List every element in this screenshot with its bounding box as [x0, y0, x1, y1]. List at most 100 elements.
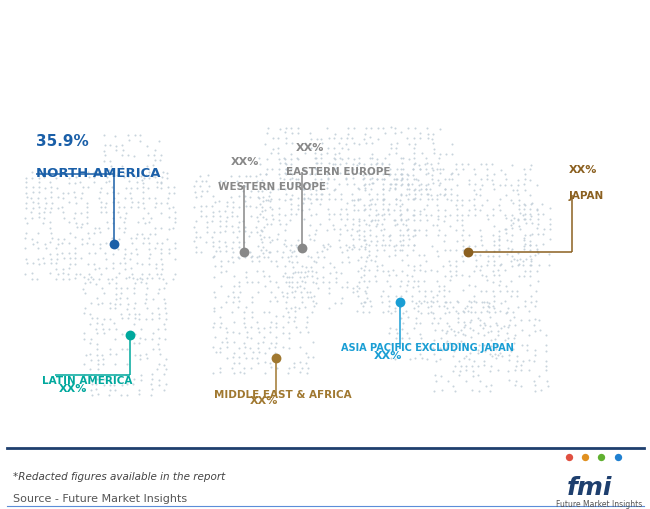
- Point: [417, 150, 427, 158]
- Point: [126, 204, 136, 212]
- Point: [540, 347, 551, 355]
- Point: [324, 196, 334, 204]
- Point: [83, 168, 93, 177]
- Point: [137, 169, 148, 177]
- Point: [525, 237, 535, 245]
- Point: [142, 355, 152, 363]
- Point: [302, 318, 313, 326]
- Point: [215, 319, 226, 327]
- Point: [450, 258, 461, 266]
- Point: [371, 222, 382, 231]
- Point: [254, 155, 264, 163]
- Point: [429, 336, 439, 345]
- Point: [161, 315, 171, 323]
- Point: [300, 304, 310, 312]
- Point: [367, 139, 377, 148]
- Point: [125, 255, 135, 263]
- Point: [540, 362, 551, 370]
- Point: [105, 305, 116, 313]
- Point: [146, 214, 156, 222]
- Point: [428, 309, 439, 317]
- Point: [278, 344, 289, 352]
- Point: [475, 207, 486, 215]
- Point: [454, 367, 465, 375]
- Point: [530, 351, 540, 359]
- Point: [389, 251, 400, 260]
- Point: [214, 247, 225, 256]
- Point: [536, 386, 546, 394]
- Point: [130, 132, 140, 140]
- Point: [451, 227, 462, 235]
- Point: [410, 190, 420, 199]
- Point: [201, 239, 211, 247]
- Point: [395, 237, 405, 245]
- Point: [292, 278, 302, 286]
- Point: [170, 244, 180, 252]
- Point: [322, 171, 333, 179]
- Point: [353, 207, 363, 215]
- Point: [510, 382, 521, 390]
- Point: [258, 182, 268, 190]
- Point: [293, 195, 304, 203]
- Point: [163, 190, 174, 198]
- Point: [40, 199, 51, 207]
- Point: [507, 231, 517, 239]
- Point: [124, 330, 134, 338]
- Point: [144, 230, 155, 238]
- Point: [311, 165, 321, 173]
- Point: [439, 191, 450, 200]
- Point: [486, 362, 496, 370]
- Point: [105, 386, 115, 394]
- Point: [516, 316, 526, 324]
- Point: [509, 339, 519, 347]
- Point: [280, 129, 290, 137]
- Point: [286, 165, 296, 174]
- Point: [287, 278, 297, 287]
- Point: [457, 211, 467, 219]
- Point: [463, 297, 474, 305]
- Point: [323, 304, 333, 312]
- Point: [514, 260, 525, 268]
- Point: [214, 229, 225, 237]
- Point: [520, 210, 530, 218]
- Point: [512, 257, 523, 265]
- Point: [336, 156, 346, 164]
- Point: [300, 268, 310, 276]
- Point: [132, 184, 142, 192]
- Point: [118, 255, 129, 263]
- Point: [465, 298, 476, 306]
- Point: [371, 242, 382, 250]
- Point: [292, 130, 303, 138]
- Point: [105, 351, 115, 359]
- Point: [516, 366, 526, 375]
- Point: [488, 237, 499, 245]
- Point: [161, 355, 171, 363]
- Point: [258, 244, 268, 252]
- Point: [367, 180, 378, 188]
- Point: [222, 344, 233, 352]
- Point: [300, 140, 310, 148]
- Point: [129, 340, 139, 348]
- Point: [116, 346, 127, 354]
- Point: [451, 307, 462, 315]
- Point: [233, 293, 243, 301]
- Point: [471, 262, 481, 270]
- Point: [398, 166, 408, 174]
- Point: [273, 186, 283, 194]
- Point: [222, 202, 232, 210]
- Point: [124, 178, 134, 186]
- Point: [82, 240, 92, 248]
- Point: [379, 176, 389, 184]
- Point: [221, 248, 231, 256]
- Point: [57, 204, 68, 212]
- Point: [289, 359, 300, 367]
- Point: [268, 146, 278, 154]
- Point: [286, 252, 296, 261]
- Point: [51, 260, 62, 268]
- Point: [97, 299, 107, 307]
- Point: [439, 298, 450, 306]
- Point: [367, 216, 377, 224]
- Point: [525, 247, 535, 255]
- Point: [430, 372, 440, 380]
- Point: [104, 279, 114, 288]
